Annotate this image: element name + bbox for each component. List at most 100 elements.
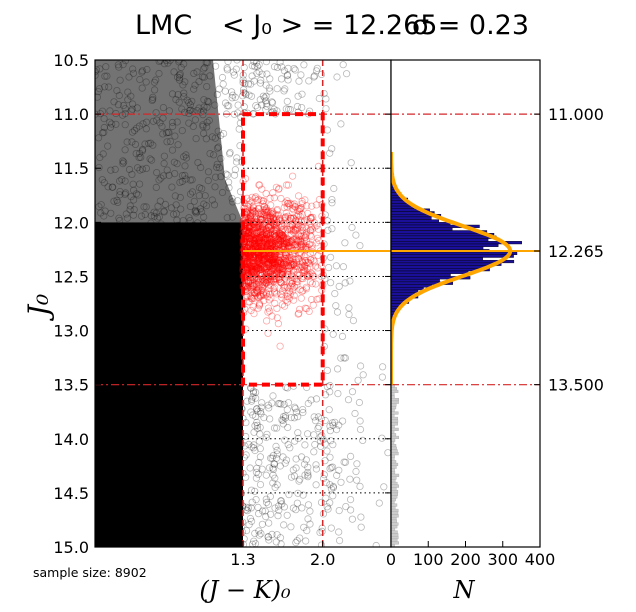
data-point	[284, 64, 292, 73]
data-point	[229, 315, 237, 323]
data-point	[273, 446, 281, 454]
data-point	[269, 479, 277, 487]
data-point	[111, 331, 119, 340]
data-point	[227, 317, 235, 325]
selected-data-point	[254, 223, 262, 231]
data-point	[252, 412, 260, 421]
data-point	[137, 476, 145, 484]
data-point	[96, 284, 104, 292]
data-point	[211, 367, 219, 375]
selected-data-point	[244, 256, 252, 265]
selected-data-point	[260, 239, 268, 247]
data-point	[215, 164, 223, 172]
data-point	[107, 444, 115, 452]
histogram-bar	[391, 389, 399, 394]
selected-data-point	[288, 280, 296, 288]
data-point	[328, 199, 336, 207]
selected-data-point	[259, 200, 267, 208]
selected-data-point	[285, 253, 293, 262]
data-point	[166, 352, 174, 360]
data-point	[248, 72, 256, 80]
data-point	[135, 335, 143, 344]
selected-data-point	[259, 290, 268, 298]
data-point	[148, 156, 156, 164]
selected-data-point	[244, 216, 252, 224]
selected-data-point	[288, 260, 296, 268]
data-point	[187, 488, 195, 497]
selected-data-point	[287, 215, 295, 223]
selected-data-point	[255, 255, 263, 263]
data-point	[95, 303, 101, 311]
data-point	[178, 105, 186, 113]
selected-data-point	[264, 211, 272, 219]
data-point	[333, 308, 342, 316]
x-axis-ticks: 1.3 2.0	[230, 541, 335, 569]
data-point	[160, 208, 168, 216]
data-point	[230, 374, 238, 382]
selected-data-point	[248, 266, 256, 274]
selected-data-point	[271, 237, 279, 246]
data-point	[234, 109, 242, 117]
data-point	[130, 266, 138, 274]
selected-data-point	[259, 197, 267, 205]
data-point	[326, 381, 334, 390]
data-point	[140, 421, 148, 429]
data-point	[98, 225, 106, 233]
data-point	[243, 503, 251, 511]
data-point	[131, 522, 139, 530]
histogram-bars	[391, 162, 523, 547]
data-point	[270, 460, 278, 468]
selected-data-point	[260, 263, 268, 271]
data-point	[104, 183, 112, 191]
selected-data-point	[246, 225, 254, 233]
selected-data-point	[270, 269, 278, 277]
histogram-bar	[391, 227, 453, 231]
selected-data-point	[250, 294, 258, 302]
selected-data-point	[268, 261, 276, 270]
data-point	[97, 335, 106, 344]
data-point	[290, 403, 299, 411]
selected-data-point	[285, 264, 294, 273]
data-point	[108, 405, 116, 413]
selected-data-point	[268, 246, 277, 254]
selected-data-point	[242, 254, 250, 262]
data-point	[172, 201, 180, 209]
data-point	[176, 402, 184, 410]
y-tick-label: 13.5	[53, 376, 89, 395]
data-point	[200, 96, 208, 104]
histogram-bar	[391, 449, 398, 453]
selected-data-point	[296, 205, 304, 213]
selected-data-point	[271, 259, 279, 268]
data-point	[184, 355, 192, 363]
selected-data-point	[308, 225, 316, 234]
selected-data-point	[250, 260, 258, 268]
data-point	[221, 87, 229, 95]
data-point	[217, 131, 225, 139]
selected-data-point	[265, 239, 273, 247]
data-point	[323, 447, 331, 455]
selected-data-point	[265, 261, 273, 269]
data-point	[206, 511, 214, 520]
data-point	[108, 368, 116, 376]
selected-data-point	[264, 249, 273, 257]
data-point	[96, 153, 104, 162]
data-point	[180, 434, 188, 442]
data-point	[188, 342, 196, 350]
data-point	[180, 345, 188, 353]
selected-data-point	[313, 234, 321, 242]
data-point	[106, 123, 115, 131]
selected-data-point	[275, 240, 283, 248]
data-point	[128, 170, 136, 178]
selected-data-point	[282, 262, 291, 270]
data-point	[175, 60, 183, 64]
histogram-bar	[391, 435, 400, 440]
data-point	[375, 499, 383, 507]
selected-data-point	[268, 242, 276, 250]
selected-data-point	[245, 230, 253, 238]
histogram-x-axis-ticks: 0 100 200 300 400	[386, 541, 555, 569]
y-tick-label: 14.0	[53, 430, 89, 449]
selected-data-point	[274, 255, 282, 264]
data-point	[218, 73, 227, 82]
data-point	[224, 469, 232, 477]
data-point	[122, 247, 130, 255]
